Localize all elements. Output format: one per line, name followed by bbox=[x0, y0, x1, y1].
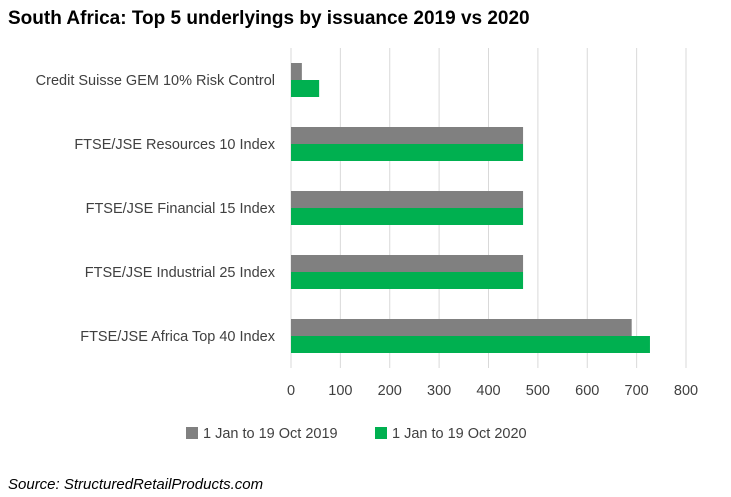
legend: 1 Jan to 19 Oct 2019 1 Jan to 19 Oct 2020 bbox=[186, 426, 527, 442]
category-labels: Credit Suisse GEM 10% Risk Control FTSE/J… bbox=[36, 73, 276, 345]
x-tick-label: 200 bbox=[378, 383, 402, 399]
bar-series-1 bbox=[291, 127, 524, 144]
x-tick-labels: 0 100 200 300 400 500 600 700 800 bbox=[287, 383, 698, 399]
category-label: FTSE/JSE Financial 15 Index bbox=[86, 201, 276, 217]
legend-swatch bbox=[375, 427, 387, 439]
legend-label: 1 Jan to 19 Oct 2020 bbox=[392, 426, 527, 442]
bar-series-1 bbox=[291, 319, 632, 336]
x-tick-label: 400 bbox=[476, 383, 500, 399]
x-tick-label: 500 bbox=[526, 383, 550, 399]
bars bbox=[291, 63, 650, 353]
x-tick-label: 100 bbox=[328, 383, 352, 399]
chart-title: South Africa: Top 5 underlyings by issua… bbox=[8, 8, 530, 29]
x-tick-label: 600 bbox=[575, 383, 599, 399]
x-tick-label: 0 bbox=[287, 383, 295, 399]
bar-series-2 bbox=[291, 336, 650, 353]
category-label: FTSE/JSE Resources 10 Index bbox=[74, 137, 275, 153]
bar-series-1 bbox=[291, 63, 302, 80]
bar-series-2 bbox=[291, 272, 524, 289]
x-tick-label: 300 bbox=[427, 383, 451, 399]
legend-label: 1 Jan to 19 Oct 2019 bbox=[203, 426, 338, 442]
bar-series-1 bbox=[291, 255, 524, 272]
bar-series-2 bbox=[291, 208, 524, 225]
x-tick-label: 800 bbox=[674, 383, 698, 399]
category-label: Credit Suisse GEM 10% Risk Control bbox=[36, 73, 275, 89]
source-note: Source: StructuredRetailProducts.com bbox=[8, 476, 264, 493]
x-tick-label: 700 bbox=[625, 383, 649, 399]
legend-swatch bbox=[186, 427, 198, 439]
category-label: FTSE/JSE Africa Top 40 Index bbox=[80, 329, 276, 345]
category-label: FTSE/JSE Industrial 25 Index bbox=[85, 265, 276, 281]
bar-series-2 bbox=[291, 80, 320, 97]
bar-series-2 bbox=[291, 144, 524, 161]
bar-series-1 bbox=[291, 191, 524, 208]
